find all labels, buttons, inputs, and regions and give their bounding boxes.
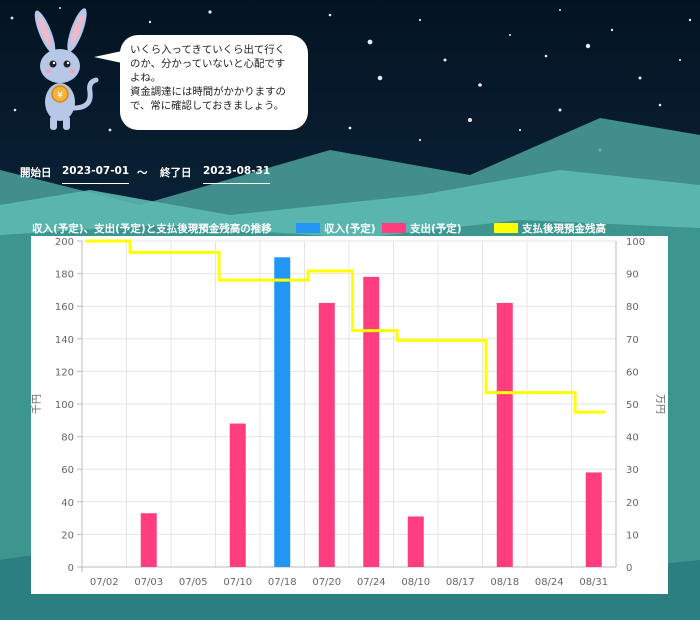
x-tick-label: 07/18 [268,577,297,588]
end-date-label: 終了日 [160,167,192,179]
expense-bar [407,516,424,567]
y-tick-label: 140 [55,335,74,346]
y2-axis-title: 万円 [654,394,665,414]
x-tick-label: 07/10 [223,577,252,588]
legend-item-expense[interactable]: 支出(予定) [382,221,462,236]
y2-tick-label: 50 [626,400,639,411]
expense-bar [318,302,335,567]
chart-canvas: 0 20 40 60 80 100 120 140 160 180 200 0 10 20 30 40 50 60… [31,237,665,588]
y-tick-label: 80 [61,433,74,444]
balance-step-line [85,239,605,414]
y2-tick-label: 0 [626,563,632,574]
y-tick-label: 120 [55,367,74,378]
start-date-label: 開始日 [20,167,52,179]
legend-label: 収入(予定) [324,223,376,235]
income-bar [274,257,291,567]
y-tick-label: 100 [55,400,74,411]
x-tick-label: 07/03 [134,577,163,588]
x-tick-label: 08/31 [579,577,608,588]
message-line: 資金調達には時間がかかりますの [130,86,286,98]
y-axis-title: 千円 [31,394,43,414]
expense-bar [363,276,380,567]
legend-item-income[interactable]: 収入(予定) [296,221,376,236]
y2-tick-label: 30 [626,465,639,476]
legend-label: 支出(予定) [410,223,462,235]
chart-title: 収入(予定)、支出(予定)と支払後現預金残高の推移 [32,223,272,235]
legend-label: 支払後現預金残高 [522,223,606,235]
message-line: よね。 [130,72,162,84]
y2-tick-label: 60 [626,367,639,378]
x-tick-label: 08/10 [401,577,430,588]
y-tick-label: 40 [61,498,74,509]
y-tick-label: 180 [55,270,74,281]
expense-bar [229,423,246,567]
y2-tick-label: 40 [626,433,639,444]
y2-tick-label: 100 [626,237,645,248]
speech-bubble: いくら入ってきていくら出て行く のか、分かっていないと心配です よね。 資金調達… [94,35,308,130]
x-tick-label: 07/05 [179,577,208,588]
y2-tick-label: 20 [626,498,639,509]
message-line: のか、分かっていないと心配です [130,58,286,70]
legend-item-balance[interactable]: 支払後現預金残高 [494,221,606,236]
x-tick-label: 08/24 [535,577,564,588]
expense-bar [496,302,513,567]
expense-bar [585,472,602,567]
y2-tick-label: 10 [626,530,639,541]
x-tick-label: 07/24 [357,577,386,588]
expense-bar [140,513,157,567]
svg-text:¥: ¥ [57,90,63,101]
y-tick-label: 20 [61,530,74,541]
message-line: で、常に確認しておきましょう。 [130,100,285,112]
range-separator: ～ [137,167,148,179]
legend-swatch [382,223,406,233]
y-tick-label: 0 [68,563,74,574]
x-tick-label: 08/18 [490,577,519,588]
y-tick-label: 60 [61,465,74,476]
x-tick-label: 07/02 [90,577,119,588]
y2-tick-label: 70 [626,335,639,346]
message-line: いくら入ってきていくら出て行く [130,44,286,56]
x-tick-label: 08/17 [446,577,475,588]
cashflow-chart: 0 20 40 60 80 100 120 140 160 180 200 0 10 20 30 40 50 60… [31,236,668,594]
y-tick-label: 160 [55,302,74,313]
start-date-input[interactable]: 2023-07-01 [62,165,130,184]
legend-swatch [494,223,518,233]
y-tick-label: 200 [55,237,74,248]
y2-tick-label: 80 [626,302,639,313]
end-date-input[interactable]: 2023-08-31 [203,165,271,184]
rabbit-mascot-icon: ¥ [34,8,99,130]
y2-tick-label: 90 [626,270,639,281]
x-tick-label: 07/20 [312,577,341,588]
legend-swatch [296,223,320,233]
